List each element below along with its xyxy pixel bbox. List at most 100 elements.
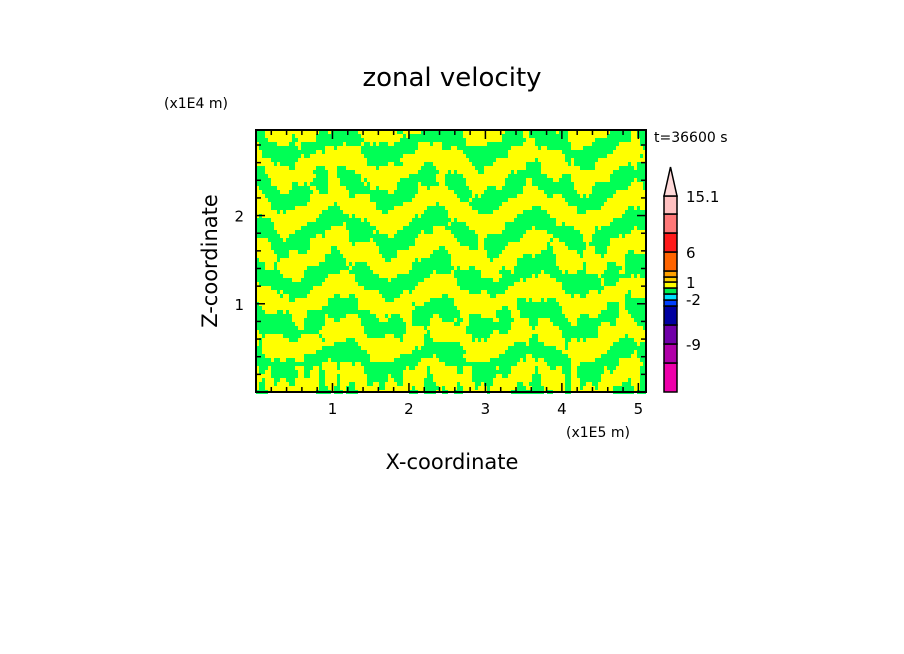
heatmap-cell (385, 370, 388, 374)
heatmap-cell (364, 358, 367, 362)
heatmap-cell (595, 238, 598, 242)
heatmap-cell (508, 138, 511, 142)
heatmap-cell (307, 326, 310, 330)
heatmap-cell (409, 138, 412, 142)
colorbar-segment (663, 293, 678, 301)
heatmap-cell (523, 230, 526, 234)
heatmap-cell (469, 242, 472, 246)
heatmap-cell (256, 318, 259, 322)
heatmap-cell (523, 182, 526, 186)
heatmap-cell (358, 314, 361, 318)
heatmap-cell (313, 170, 316, 174)
heatmap-cell (511, 350, 514, 354)
heatmap-cell (457, 174, 460, 178)
heatmap-cell (583, 262, 586, 266)
heatmap-cell (460, 226, 463, 230)
heatmap-cell (376, 186, 379, 190)
heatmap-cell (442, 142, 445, 146)
heatmap-cell (457, 146, 460, 150)
heatmap-cell (415, 146, 418, 150)
heatmap-cell (295, 202, 298, 206)
heatmap-cell (577, 334, 580, 338)
heatmap-cell (643, 134, 646, 138)
heatmap-cell (334, 210, 337, 214)
heatmap-cell (337, 206, 340, 210)
heatmap-cell (466, 198, 469, 202)
heatmap-cell (259, 234, 262, 238)
heatmap-cell (262, 134, 265, 138)
heatmap-cell (559, 322, 562, 326)
heatmap-cell (538, 206, 541, 210)
heatmap-cell (586, 366, 589, 370)
heatmap-cell (565, 134, 568, 138)
heatmap-cell (388, 154, 391, 158)
heatmap-cell (472, 282, 475, 286)
heatmap-cell (538, 342, 541, 346)
heatmap-cell (328, 258, 331, 262)
heatmap-cell (514, 138, 517, 142)
heatmap-cell (517, 358, 520, 362)
heatmap-cell (472, 158, 475, 162)
heatmap-cell (379, 322, 382, 326)
heatmap-cell (376, 238, 379, 242)
heatmap-cell (415, 178, 418, 182)
heatmap-cell (364, 190, 367, 194)
heatmap-cell (316, 314, 319, 318)
heatmap-cell (409, 238, 412, 242)
heatmap-cell (406, 226, 409, 230)
heatmap-cell (580, 322, 583, 326)
heatmap-cell (607, 238, 610, 242)
heatmap-cell (553, 318, 556, 322)
heatmap-cell (490, 278, 493, 282)
heatmap-cell (328, 226, 331, 230)
heatmap-cell (535, 302, 538, 306)
heatmap-cell (400, 238, 403, 242)
heatmap-cell (634, 222, 637, 226)
heatmap-cell (355, 130, 358, 134)
heatmap-cell (454, 274, 457, 278)
heatmap-cell (445, 174, 448, 178)
heatmap-cell (571, 234, 574, 238)
heatmap-cell (289, 278, 292, 282)
heatmap-cell (325, 270, 328, 274)
heatmap-cell (259, 342, 262, 346)
heatmap-cell (532, 346, 535, 350)
heatmap-cell (325, 218, 328, 222)
heatmap-cell (487, 246, 490, 250)
heatmap-cell (526, 310, 529, 314)
heatmap-cell (604, 230, 607, 234)
heatmap-cell (538, 218, 541, 222)
heatmap-cell (562, 222, 565, 226)
heatmap-cell (322, 234, 325, 238)
heatmap-cell (595, 234, 598, 238)
heatmap-cell (538, 222, 541, 226)
heatmap-cell (301, 246, 304, 250)
heatmap-cell (640, 318, 643, 322)
heatmap-cell (409, 186, 412, 190)
heatmap-cell (424, 138, 427, 142)
heatmap-cell (265, 222, 268, 226)
heatmap-cell (472, 286, 475, 290)
heatmap-cell (259, 278, 262, 282)
heatmap-cell (601, 230, 604, 234)
heatmap-cell (499, 310, 502, 314)
heatmap-cell (325, 178, 328, 182)
heatmap-cell (619, 342, 622, 346)
heatmap-cell (268, 230, 271, 234)
heatmap-cell (274, 194, 277, 198)
heatmap-cell (262, 330, 265, 334)
heatmap-cell (310, 310, 313, 314)
heatmap-cell (400, 282, 403, 286)
heatmap-cell (421, 274, 424, 278)
heatmap-cell (490, 286, 493, 290)
heatmap-cell (292, 194, 295, 198)
heatmap-cell (469, 362, 472, 366)
heatmap-cell (592, 330, 595, 334)
heatmap-cell (388, 158, 391, 162)
heatmap-cell (436, 138, 439, 142)
heatmap-cell (292, 370, 295, 374)
heatmap-cell (586, 286, 589, 290)
heatmap-cell (484, 374, 487, 378)
heatmap-cell (580, 198, 583, 202)
heatmap-cell (556, 350, 559, 354)
